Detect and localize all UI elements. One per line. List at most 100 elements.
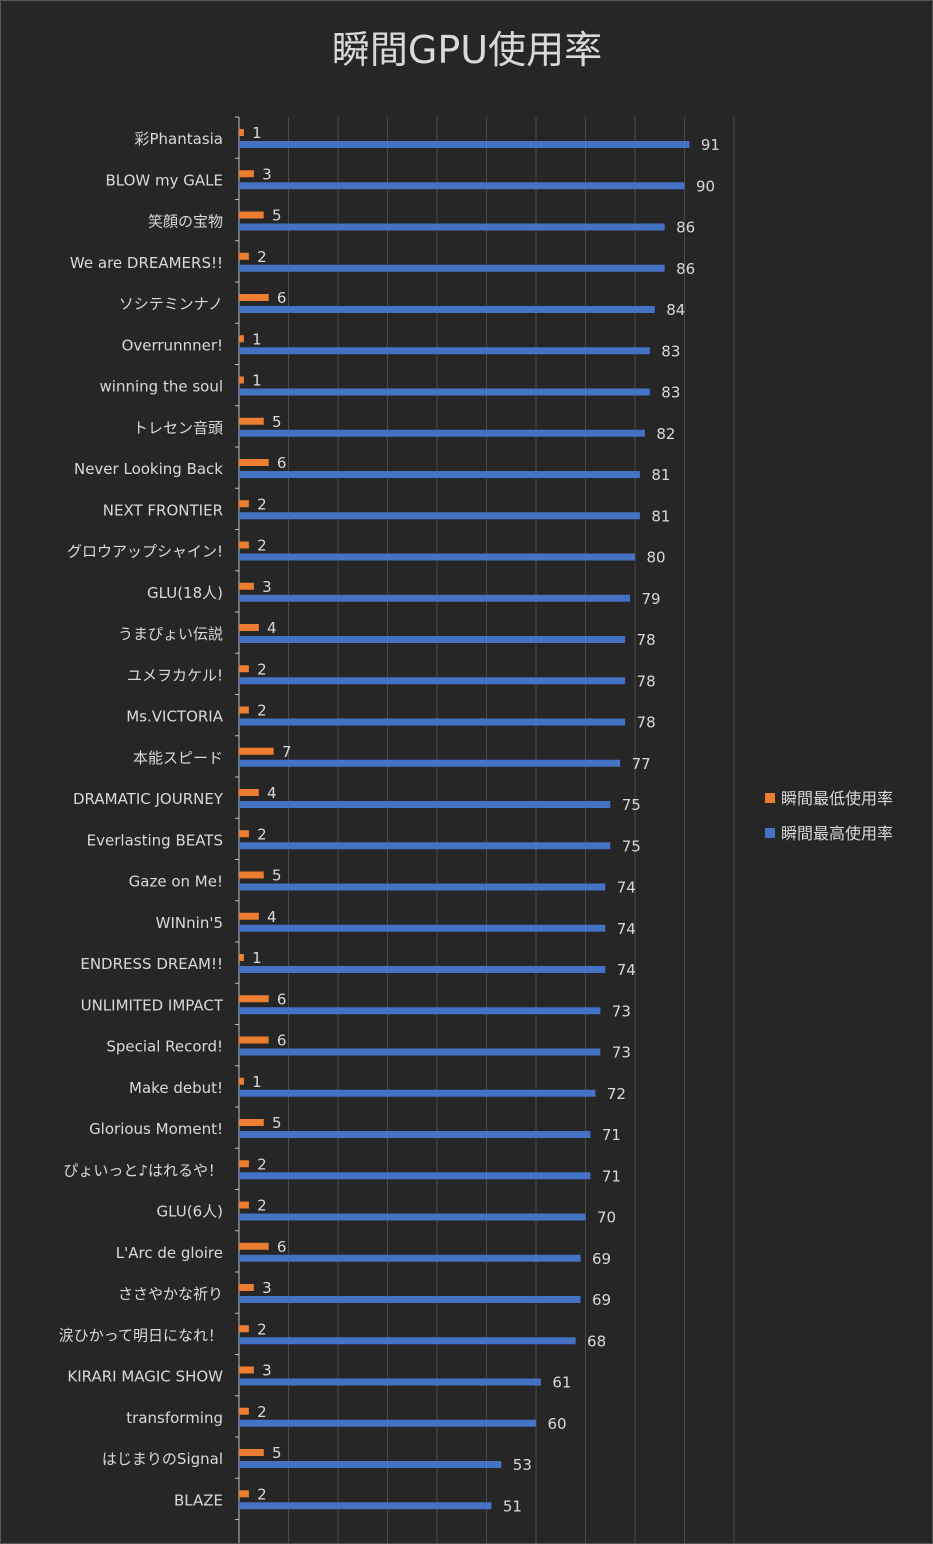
bar-max-3 bbox=[239, 264, 665, 272]
bar-max-5 bbox=[239, 347, 650, 355]
data-label-min-15: 7 bbox=[282, 743, 292, 761]
data-label-min-19: 4 bbox=[267, 908, 277, 926]
gridlines bbox=[235, 116, 735, 1543]
data-label-min-25: 2 bbox=[257, 1155, 267, 1173]
bar-max-4 bbox=[239, 306, 655, 313]
data-label-min-11: 3 bbox=[262, 578, 272, 596]
category-label-5: Overrunnner! bbox=[122, 336, 223, 354]
bar-min-23 bbox=[239, 1077, 244, 1085]
category-label-13: ユメヲカケル! bbox=[127, 666, 223, 684]
category-label-2: 笑顔の宝物 bbox=[148, 213, 223, 231]
data-label-min-18: 5 bbox=[272, 867, 282, 885]
category-label-26: GLU(6人) bbox=[157, 1203, 223, 1221]
category-label-7: トレセン音頭 bbox=[133, 419, 223, 437]
bar-min-25 bbox=[239, 1160, 249, 1168]
bar-max-10 bbox=[239, 553, 635, 561]
data-label-max-3: 86 bbox=[676, 260, 695, 278]
data-label-min-0: 1 bbox=[252, 124, 262, 142]
category-label-19: WINnin'5 bbox=[156, 914, 223, 932]
bar-max-8 bbox=[239, 471, 640, 478]
data-label-max-20: 74 bbox=[617, 961, 636, 979]
legend-label-0: 瞬間最低使用率 bbox=[781, 789, 893, 808]
legend-swatch-1 bbox=[765, 828, 775, 838]
data-label-min-22: 6 bbox=[277, 1032, 287, 1050]
bar-max-29 bbox=[239, 1337, 576, 1345]
data-label-max-1: 90 bbox=[696, 177, 715, 195]
data-label-min-1: 3 bbox=[262, 165, 272, 183]
data-label-max-8: 81 bbox=[651, 466, 670, 484]
data-label-min-24: 5 bbox=[272, 1114, 282, 1132]
data-label-min-14: 2 bbox=[257, 702, 267, 720]
data-label-min-33: 2 bbox=[257, 1485, 267, 1503]
bar-min-22 bbox=[239, 1036, 269, 1044]
data-label-max-2: 86 bbox=[676, 219, 695, 237]
bars bbox=[239, 129, 690, 1510]
bar-max-15 bbox=[239, 759, 621, 767]
data-label-max-14: 78 bbox=[637, 714, 656, 732]
data-label-min-12: 4 bbox=[267, 619, 277, 637]
category-label-1: BLOW my GALE bbox=[106, 171, 224, 189]
category-label-9: NEXT FRONTIER bbox=[103, 501, 223, 519]
bar-max-23 bbox=[239, 1089, 596, 1097]
data-label-max-10: 80 bbox=[646, 549, 665, 567]
category-labels: 彩Phantasia BLOW my GALE 笑顔の宝物 We are DREAME… bbox=[59, 130, 224, 1509]
bar-max-30 bbox=[239, 1378, 541, 1386]
data-label-max-23: 72 bbox=[607, 1085, 626, 1103]
category-label-6: winning the soul bbox=[100, 378, 223, 396]
data-label-min-9: 2 bbox=[257, 495, 267, 513]
category-label-20: ENDRESS DREAM!! bbox=[80, 955, 223, 973]
data-label-min-16: 4 bbox=[267, 784, 277, 802]
bar-min-5 bbox=[239, 335, 244, 343]
bar-max-25 bbox=[239, 1172, 591, 1180]
data-label-min-3: 2 bbox=[257, 248, 267, 266]
data-label-min-30: 3 bbox=[262, 1362, 272, 1380]
data-label-max-30: 61 bbox=[552, 1374, 571, 1392]
category-label-12: うまぴょい伝説 bbox=[118, 625, 223, 643]
bar-max-17 bbox=[239, 842, 611, 850]
category-label-18: Gaze on Me! bbox=[129, 873, 223, 891]
bar-min-15 bbox=[239, 747, 274, 755]
category-label-28: ささやかな祈り bbox=[118, 1285, 223, 1303]
bar-min-3 bbox=[239, 252, 249, 260]
data-label-min-10: 2 bbox=[257, 537, 267, 555]
data-label-min-13: 2 bbox=[257, 660, 267, 678]
legend-swatch-0 bbox=[765, 793, 775, 803]
category-label-33: BLAZE bbox=[174, 1491, 223, 1509]
data-label-min-28: 3 bbox=[262, 1279, 272, 1297]
bar-min-31 bbox=[239, 1407, 249, 1415]
data-label-max-7: 82 bbox=[656, 425, 675, 443]
category-label-30: KIRARI MAGIC SHOW bbox=[67, 1368, 223, 1386]
category-label-25: ぴょいっと♪はれるや！ bbox=[63, 1161, 223, 1179]
data-label-max-27: 69 bbox=[592, 1250, 611, 1268]
category-label-16: DRAMATIC JOURNEY bbox=[73, 790, 224, 808]
bar-min-32 bbox=[239, 1449, 264, 1456]
category-label-32: はじまりのSignal bbox=[102, 1450, 223, 1468]
data-label-max-21: 73 bbox=[612, 1002, 631, 1020]
bar-min-28 bbox=[239, 1284, 254, 1291]
bar-max-14 bbox=[239, 718, 626, 726]
data-label-max-13: 78 bbox=[637, 672, 656, 690]
data-label-min-31: 2 bbox=[257, 1403, 267, 1421]
bar-min-7 bbox=[239, 417, 264, 425]
data-label-max-26: 70 bbox=[597, 1209, 616, 1227]
bar-min-11 bbox=[239, 582, 254, 590]
bar-max-0 bbox=[239, 141, 690, 148]
bar-min-10 bbox=[239, 541, 249, 549]
bar-min-14 bbox=[239, 706, 249, 714]
data-label-max-5: 83 bbox=[661, 342, 680, 360]
bar-max-33 bbox=[239, 1502, 492, 1510]
category-label-0: 彩Phantasia bbox=[135, 130, 224, 148]
bar-max-20 bbox=[239, 966, 606, 973]
bar-max-32 bbox=[239, 1461, 502, 1468]
bar-min-4 bbox=[239, 294, 269, 301]
data-label-min-29: 2 bbox=[257, 1320, 267, 1338]
category-label-31: transforming bbox=[126, 1409, 223, 1427]
bar-max-11 bbox=[239, 594, 631, 602]
data-labels: 1913905862866841831835826812812803794782… bbox=[252, 124, 720, 1515]
bar-min-1 bbox=[239, 170, 254, 178]
bar-min-2 bbox=[239, 211, 264, 219]
category-label-24: Glorious Moment! bbox=[89, 1120, 223, 1138]
data-label-min-5: 1 bbox=[252, 330, 262, 348]
